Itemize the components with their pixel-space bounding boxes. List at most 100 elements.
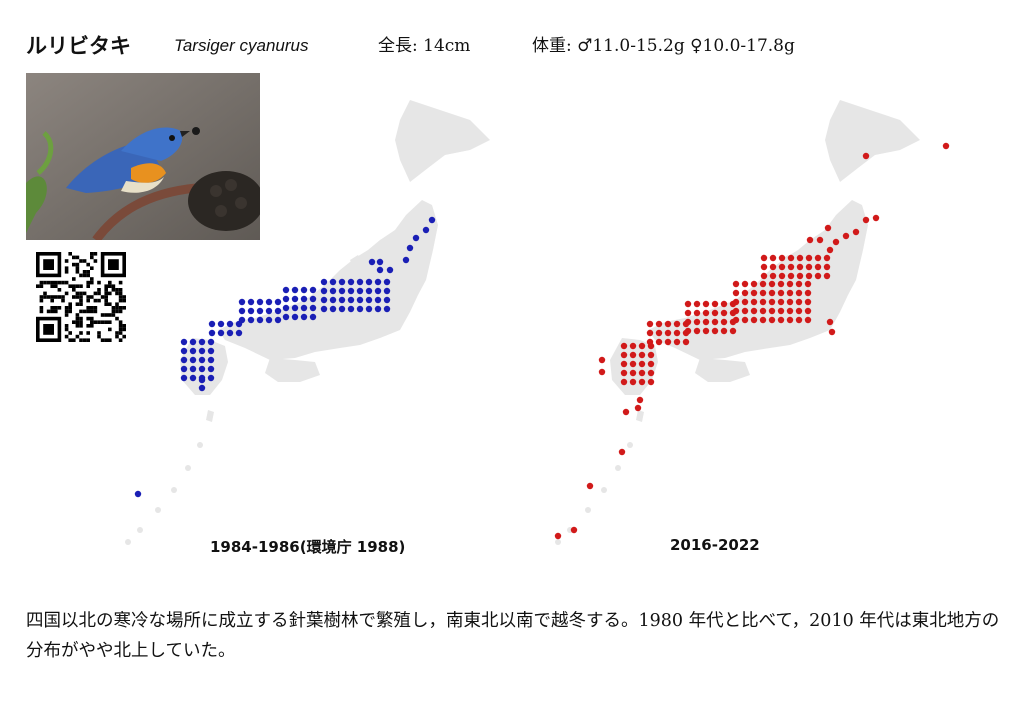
occurrence-dot (750, 280, 758, 288)
occurrence-dot (376, 258, 384, 266)
occurrence-dot (282, 313, 290, 321)
occurrence-dot (291, 295, 299, 303)
qr-module (86, 280, 90, 285)
land-shape (695, 358, 750, 382)
occurrence-dot (189, 374, 197, 382)
occurrence-dot (180, 338, 188, 346)
qr-module (75, 324, 80, 328)
occurrence-dot (383, 287, 391, 295)
qr-module (104, 288, 108, 292)
occurrence-dot (942, 142, 950, 150)
occurrence-dot (804, 289, 812, 297)
occurrence-dot (805, 272, 813, 280)
island-shape (627, 442, 633, 448)
qr-module (86, 338, 90, 342)
occurrence-dot (760, 263, 768, 271)
occurrence-dot (198, 338, 206, 346)
occurrence-dot (374, 287, 382, 295)
qr-module (90, 316, 94, 321)
qr-module (68, 331, 72, 335)
occurrence-dot (862, 216, 870, 224)
qr-module (118, 280, 123, 285)
qr-module (104, 313, 108, 317)
qr-module (118, 295, 123, 299)
occurrence-dot (646, 338, 654, 346)
island-shape (125, 539, 131, 545)
occurrence-dot (664, 329, 672, 337)
qr-module (39, 298, 44, 303)
occurrence-dot (365, 278, 373, 286)
qr-module (115, 331, 119, 335)
qr-module (122, 295, 126, 299)
occurrence-dot (759, 316, 767, 324)
occurrence-dot (428, 216, 436, 224)
occurrence-dot (786, 289, 794, 297)
qr-module (104, 338, 108, 342)
qr-module (39, 295, 44, 299)
map-caption-2016: 2016-2022 (670, 536, 760, 554)
qr-module (61, 298, 65, 303)
occurrence-dot (347, 296, 355, 304)
occurrence-dot (711, 309, 719, 317)
land-shape (395, 100, 490, 182)
occurrence-dot (693, 300, 701, 308)
qr-module (86, 306, 90, 310)
occurrence-dot (778, 254, 786, 262)
qr-module (79, 302, 83, 306)
qr-module (46, 295, 51, 299)
occurrence-dot (274, 307, 282, 315)
qr-module (82, 273, 87, 278)
occurrence-dot (638, 342, 646, 350)
occurrence-dot (238, 298, 246, 306)
occurrence-dot (329, 305, 337, 313)
occurrence-dot (226, 329, 234, 337)
qr-module (93, 306, 98, 310)
occurrence-dot (693, 327, 701, 335)
occurrence-dot (778, 263, 786, 271)
occurrence-dot (823, 272, 831, 280)
occurrence-dot (832, 238, 840, 246)
qr-module (90, 309, 94, 314)
qr-module (108, 280, 112, 285)
occurrence-dot (180, 374, 188, 382)
qr-module (115, 316, 119, 321)
land-shape (825, 100, 920, 182)
occurrence-dot (586, 482, 594, 490)
qr-module (79, 273, 83, 278)
qr-module (104, 284, 108, 288)
qr-module (75, 262, 80, 267)
occurrence-dot (795, 298, 803, 306)
qr-module (100, 338, 105, 342)
occurrence-dot (300, 286, 308, 294)
qr-module (97, 320, 101, 324)
occurrence-dot (198, 376, 206, 384)
occurrence-dot (189, 338, 197, 346)
qr-code-icon[interactable] (36, 252, 126, 342)
occurrence-dot (265, 298, 273, 306)
qr-module (100, 313, 105, 317)
occurrence-dot (207, 365, 215, 373)
qr-module (39, 309, 44, 314)
occurrence-dot (684, 327, 692, 335)
occurrence-dot (180, 365, 188, 373)
qr-module (75, 255, 80, 260)
occurrence-dot (629, 360, 637, 368)
qr-module (68, 309, 72, 314)
occurrence-dot (247, 298, 255, 306)
occurrence-dot (702, 327, 710, 335)
qr-module (82, 338, 87, 342)
qr-module (64, 313, 69, 317)
qr-module (79, 309, 83, 314)
occurrence-dot (347, 278, 355, 286)
qr-module (72, 284, 76, 288)
occurrence-dot (804, 316, 812, 324)
qr-module (54, 309, 58, 314)
qr-module (97, 334, 101, 339)
species-description: 四国以北の寒冷な場所に成立する針葉樹林で繁殖し，南東北以南で越冬する。1980 … (26, 611, 1000, 661)
occurrence-dot (620, 378, 628, 386)
island-shape (171, 487, 177, 493)
qr-module (50, 295, 54, 299)
qr-module (57, 306, 62, 310)
qr-module (72, 277, 76, 281)
qr-module (104, 320, 108, 324)
